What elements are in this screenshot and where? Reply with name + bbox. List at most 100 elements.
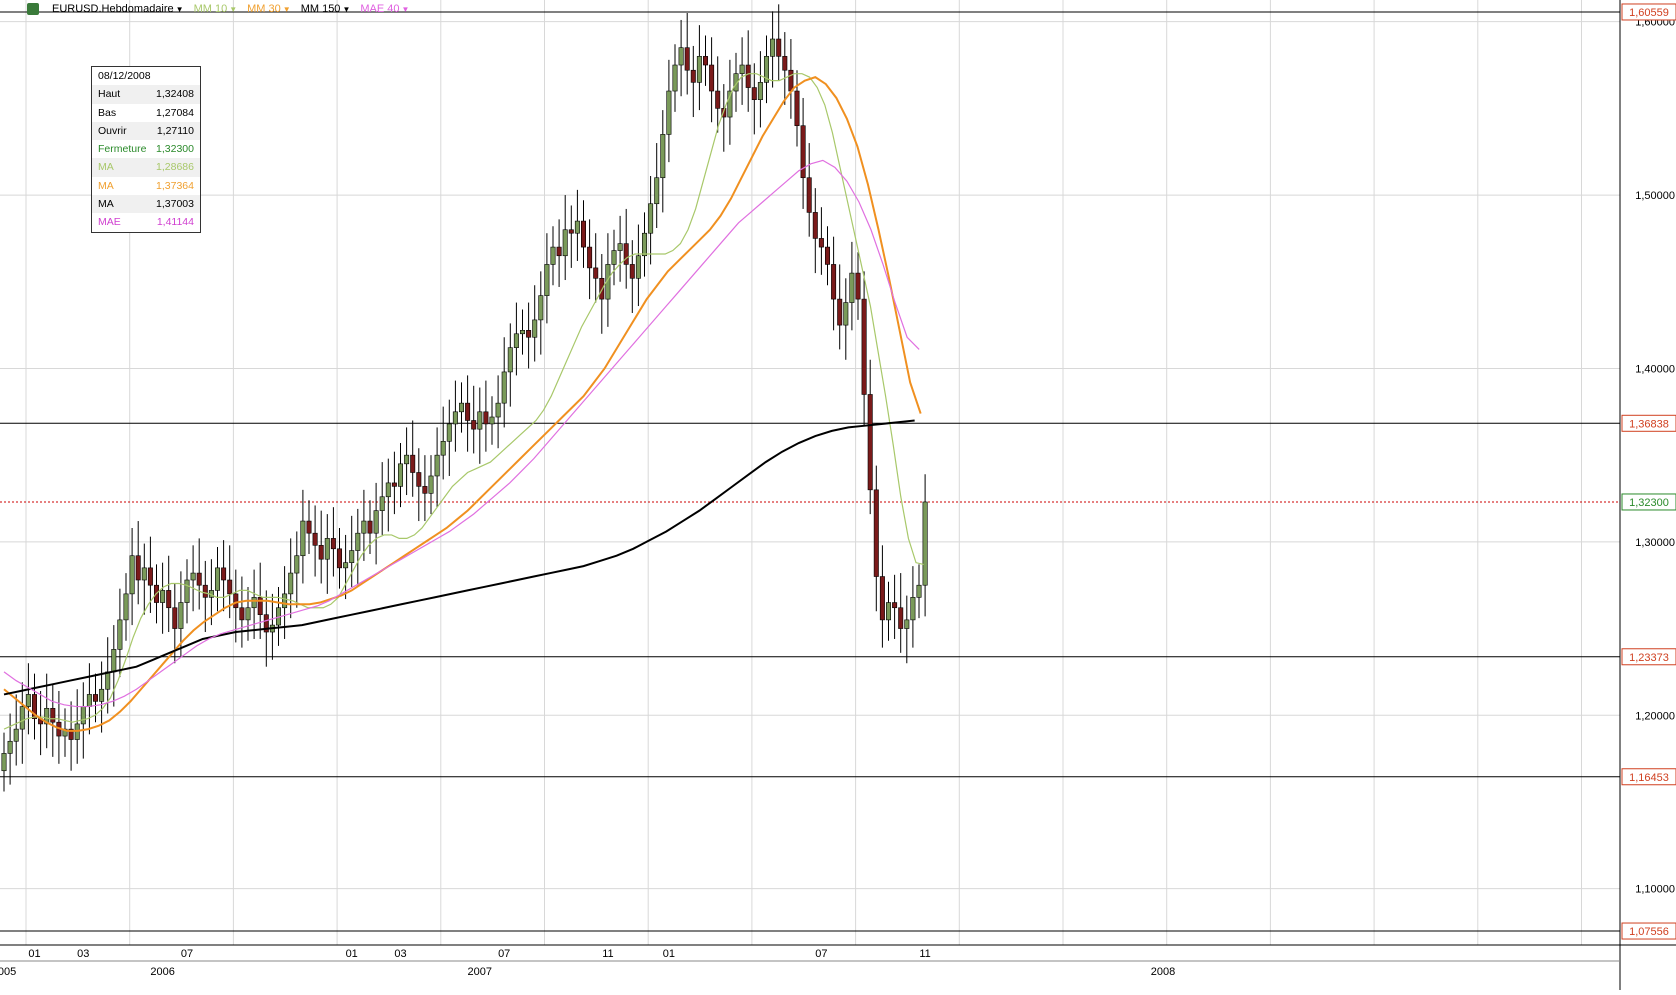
candle-body [410,454,416,473]
candle-body [343,562,349,569]
candle-body [672,64,678,92]
indicator-mm30[interactable]: MM 30 ▼ [247,3,291,15]
candle-body [843,302,849,326]
candle-body [501,371,507,404]
candle-body [892,602,898,609]
x-month-label: 07 [815,948,827,960]
candle-body [227,579,233,595]
candle-body [635,255,641,279]
indicator-mm30-label: MM 30 [247,3,281,15]
candle-body [745,64,751,88]
candle-body [507,347,513,373]
candle-body [532,319,538,338]
candle-body [770,38,776,57]
candle-body [190,572,196,581]
x-year-label: 2007 [468,966,492,978]
candle-body [727,90,733,118]
candle-body [245,607,251,621]
candle-body [568,229,574,234]
candle-body [404,454,410,465]
candle-body [648,203,654,234]
info-row-label: MA [98,161,114,174]
candle-body [117,619,123,650]
candle-body [251,597,257,609]
x-year-label: 2006 [150,966,174,978]
indicator-toolbar: EURUSD.Hebdomadaire ▼ MM 10 ▼ MM 30 ▼ MM 15… [0,0,1624,18]
x-month-label: 01 [346,948,358,960]
candle-body [824,246,830,265]
candle-body [696,56,702,83]
candle-body [99,688,105,702]
ohlc-info-box: 08/12/2008 Haut 1,32408 Bas 1,27084 Ouvrir 1,… [91,66,201,233]
info-row-label: MAE [98,216,121,229]
indicator-mm150[interactable]: MM 150 ▼ [301,3,351,15]
info-date-row: 08/12/2008 [92,67,200,85]
indicator-mae40-label: MAE 40 [360,3,400,15]
candle-body [544,264,550,296]
candle-body [702,56,708,66]
info-row-value: 1,37364 [156,179,194,192]
info-row: MA 1,28686 [92,158,200,177]
candle-body [397,463,403,487]
level-label-box [1621,414,1676,432]
indicator-mae40-caret-icon: ▼ [401,5,410,14]
candle-body [141,567,147,581]
info-row: Ouvrir 1,27110 [92,121,200,141]
candle-body [757,82,763,101]
candle-body [160,590,166,603]
info-row-label: Fermeture [98,143,147,156]
level-label-box [1621,768,1676,786]
info-row: Bas 1,27084 [92,104,200,122]
indicator-mm10-caret-icon: ▼ [229,5,238,14]
candle-body [111,649,117,673]
y-tick-label: 1,40000 [1635,363,1675,375]
candle-body [867,394,873,491]
x-month-label: 01 [663,948,675,960]
indicator-mm150-label: MM 150 [300,3,341,15]
candle-body [416,472,422,487]
instrument-caret-icon: ▼ [175,5,184,14]
candle-body [733,73,739,92]
instrument-selector[interactable]: EURUSD.Hebdomadaire ▼ [52,3,184,15]
candle-body [391,482,397,487]
candle-body [379,496,385,511]
candle-body [477,411,483,430]
candle-body [849,272,855,303]
candle-body [678,47,684,66]
candle-body [629,264,635,279]
y-tick-label: 1,30000 [1635,537,1675,549]
candle-body [80,706,86,725]
candle-body [617,243,623,251]
candle-body [373,510,379,534]
candle-body [385,482,391,498]
candle-body [831,264,837,300]
candle-body [623,243,629,265]
indicator-mm10[interactable]: MM 10 ▼ [194,3,238,15]
x-year-label: 2008 [1151,966,1175,978]
info-row-value: 1,28686 [156,161,194,174]
candle-body [806,177,812,213]
candle-body [562,229,568,257]
info-row-value: 1,32300 [156,143,194,156]
x-month-label: 03 [77,948,89,960]
candle-body [666,90,672,135]
candle-body [495,402,501,418]
info-row-label: Ouvrir [98,124,127,137]
indicator-mae40[interactable]: MAE 40 ▼ [360,3,409,15]
candle-body [580,220,586,248]
candle-body [715,90,721,109]
info-row: Haut 1,32408 [92,85,200,104]
info-row-label: Bas [98,106,117,119]
candle-body [452,411,458,425]
candle-body [690,69,696,83]
candle-body [172,607,178,629]
candle-body [818,238,824,248]
candle-body [800,125,806,179]
candle-body [13,728,19,742]
candle-body [434,454,440,477]
candle-body [782,56,788,71]
candle-body [355,532,361,551]
candle-body [471,420,477,430]
candle-body [50,708,56,723]
